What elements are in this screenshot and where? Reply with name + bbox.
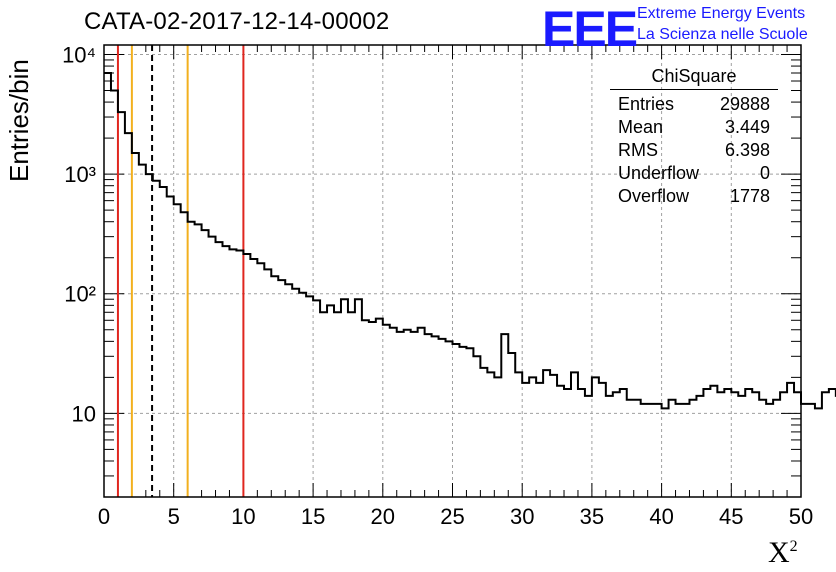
x-tick-label: 25: [440, 504, 464, 529]
logo-line-1: Extreme Energy Events: [637, 5, 806, 22]
stats-row-entries: Entries 29888: [610, 93, 778, 116]
stats-label: Underflow: [618, 163, 700, 183]
x-axis-label-base: X: [768, 536, 790, 569]
histogram-series: [104, 72, 836, 410]
stats-label: Mean: [618, 117, 664, 137]
x-axis-label: X2: [768, 536, 798, 570]
y-tick-label: 10⁴: [62, 42, 96, 67]
y-axis-label: Entries/bin: [4, 59, 34, 182]
x-tick-label: 40: [649, 504, 673, 529]
logo-line-2: La Scienza nelle Scuole: [637, 26, 808, 43]
eee-logo: EEE: [542, 1, 638, 57]
stats-value: 3.449: [724, 117, 770, 137]
x-tick-label: 30: [510, 504, 534, 529]
stats-value: 1778: [729, 186, 770, 206]
x-tick-label: 45: [719, 504, 743, 529]
stats-row-rms: RMS 6.398: [610, 139, 778, 162]
stats-value: 0: [759, 163, 770, 183]
chart-title: CATA-02-2017-12-14-00002: [84, 8, 390, 35]
plot-frame: [103, 44, 802, 498]
stats-row-mean: Mean 3.449: [610, 116, 778, 139]
stats-label: RMS: [618, 140, 658, 160]
x-tick-label: 10: [231, 504, 255, 529]
stats-row-overflow: Overflow 1778: [610, 185, 778, 208]
x-tick-label: 50: [789, 504, 813, 529]
y-tick-label: 10: [72, 401, 96, 426]
y-tick-label: 10²: [64, 282, 96, 307]
x-tick-label: 35: [580, 504, 604, 529]
stats-row-underflow: Underflow 0: [610, 162, 778, 185]
x-axis-label-sup: 2: [789, 538, 798, 555]
stats-title: ChiSquare: [610, 66, 778, 90]
x-tick-label: 0: [98, 504, 110, 529]
x-tick-label: 5: [168, 504, 180, 529]
stats-value: 6.398: [724, 140, 770, 160]
x-tick-label: 15: [301, 504, 325, 529]
stats-box: ChiSquare Entries 29888 Mean 3.449 RMS 6…: [610, 66, 778, 208]
x-tick-label: 20: [371, 504, 395, 529]
stats-label: Overflow: [618, 186, 690, 206]
stats-value: 29888: [719, 94, 770, 114]
y-tick-label: 10³: [64, 162, 96, 187]
stats-label: Entries: [618, 94, 675, 114]
eee-logo-text: Extreme Energy Events La Scienza nelle S…: [637, 3, 808, 45]
